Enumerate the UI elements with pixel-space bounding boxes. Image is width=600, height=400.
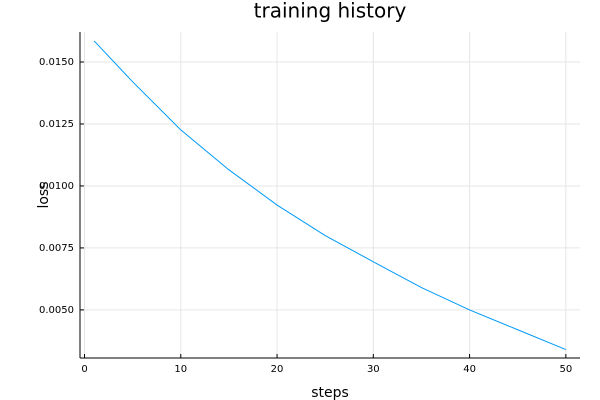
- y-tick-label: 0.0075: [39, 243, 74, 254]
- x-tick-label: 10: [174, 364, 187, 375]
- y-tick-label: 0.0050: [39, 305, 74, 316]
- x-tick-label: 50: [559, 364, 572, 375]
- x-tick-label: 30: [367, 364, 380, 375]
- x-tick-label: 0: [81, 364, 87, 375]
- y-tick-label: 0.0125: [39, 119, 74, 130]
- x-tick-label: 40: [463, 364, 476, 375]
- y-axis-label: loss: [36, 181, 52, 208]
- data-line: [93, 40, 567, 351]
- x-axis-label: steps: [311, 385, 349, 400]
- y-tick-label: 0.0150: [39, 57, 74, 68]
- chart-title: training history: [254, 0, 407, 23]
- x-tick-label: 20: [271, 364, 284, 375]
- y-tick-label: 0.0100: [39, 181, 74, 192]
